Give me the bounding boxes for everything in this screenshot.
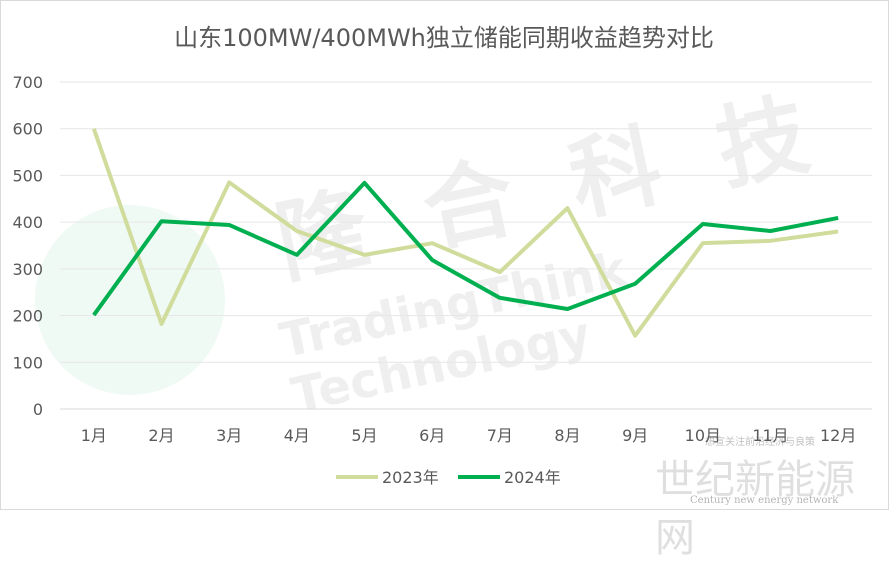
legend-label: 2023年 [382, 468, 439, 487]
y-tick-label: 200 [12, 307, 43, 326]
y-tick-label: 300 [12, 260, 43, 279]
x-tick-label: 10月 [685, 426, 721, 445]
x-tick-label: 7月 [487, 426, 513, 445]
x-tick-label: 6月 [419, 426, 445, 445]
y-tick-label: 100 [12, 353, 43, 372]
x-tick-label: 8月 [554, 426, 580, 445]
y-tick-label: 0 [33, 400, 43, 419]
x-tick-label: 12月 [820, 426, 856, 445]
chart-title: 山东100MW/400MWh独立储能同期收益趋势对比 [174, 24, 714, 52]
line-chart: 山东100MW/400MWh独立储能同期收益趋势对比 0 100 200 300 400… [0, 0, 889, 510]
x-tick-label: 3月 [216, 426, 242, 445]
y-tick-label: 400 [12, 213, 43, 232]
x-tick-label: 1月 [81, 426, 107, 445]
legend-label: 2024年 [504, 468, 561, 487]
x-tick-label: 5月 [351, 426, 377, 445]
y-tick-label: 500 [12, 166, 43, 185]
y-tick-label: 600 [12, 120, 43, 139]
x-tick-label: 2月 [148, 426, 174, 445]
x-tick-label: 11月 [752, 426, 788, 445]
y-tick-label: 700 [12, 73, 43, 92]
x-tick-label: 9月 [622, 426, 648, 445]
x-tick-label: 4月 [284, 426, 310, 445]
